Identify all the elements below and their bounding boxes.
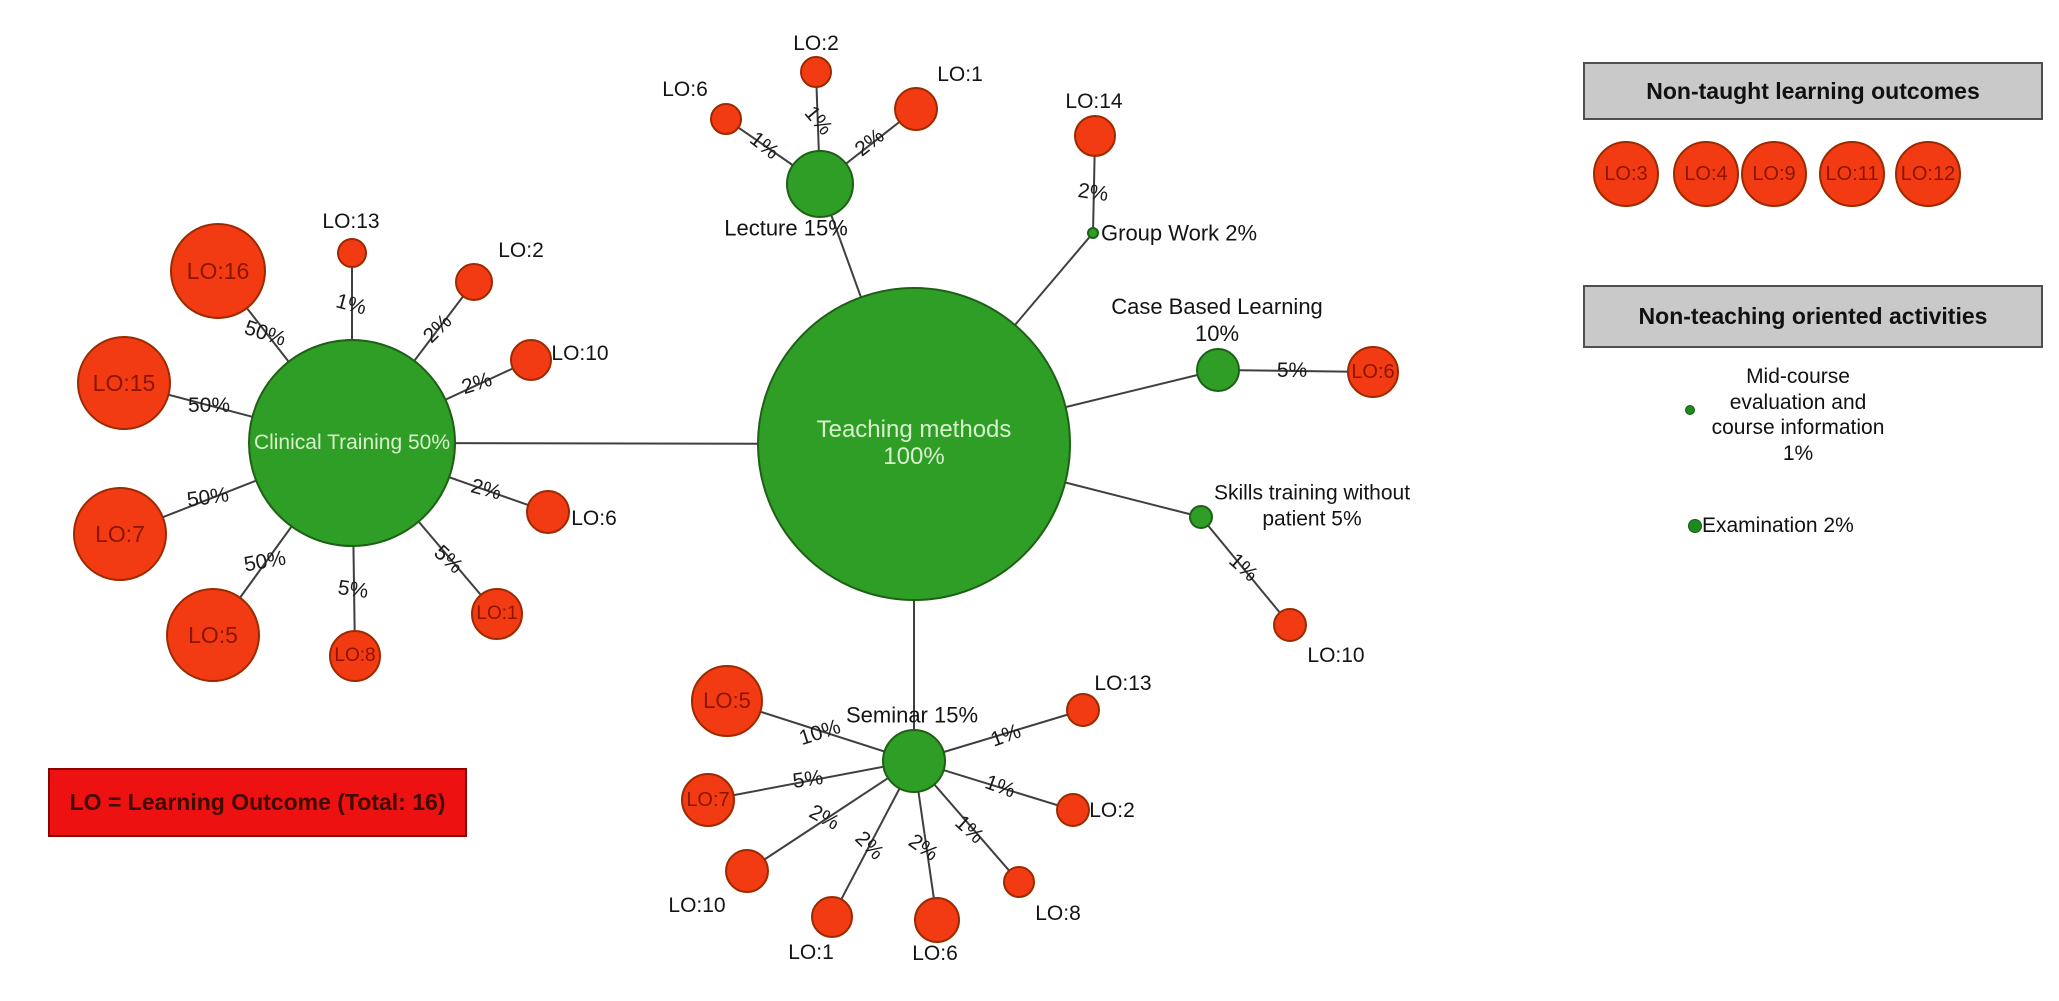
node-caption-s10: LO:10 (1307, 644, 1365, 668)
legend-label: LO = Learning Outcome (Total: 16) (69, 789, 446, 815)
node-caption-se13: LO:13 (1094, 672, 1152, 696)
method-node-groupwork (1087, 227, 1099, 239)
outcome-node-se1 (811, 896, 853, 938)
node-caption-l1: LO:1 (937, 63, 983, 87)
edge-label-clinical-c15: 50% (187, 394, 231, 417)
node-caption-l6: LO:6 (662, 78, 708, 102)
non-taught-outcome-label: LO:3 (1604, 162, 1648, 185)
outcome-node-c6 (526, 490, 570, 534)
non-taught-outcome-lo-11: LO:11 (1819, 141, 1885, 207)
outcome-node-se7: LO:7 (681, 773, 735, 827)
node-caption-c6: LO:6 (571, 507, 617, 531)
node-caption-se10: LO:10 (668, 894, 726, 918)
non-taught-outcome-label: LO:11 (1825, 162, 1879, 185)
non-taught-outcome-lo-9: LO:9 (1741, 141, 1807, 207)
method-node-seminar (882, 729, 946, 793)
node-caption-se6: LO:6 (912, 942, 958, 966)
edge-label-seminar-se7: 5% (791, 766, 825, 794)
outcome-node-c7: LO:7 (73, 487, 167, 581)
edge-seminar-se10 (746, 760, 915, 872)
non-taught-outcome-lo-4: LO:4 (1673, 141, 1739, 207)
outcome-node-s10 (1273, 608, 1307, 642)
non-teaching-panel-header: Non-teaching oriented activities (1583, 285, 2043, 348)
outcome-node-se5: LO:5 (691, 665, 763, 737)
activity-dot-examination (1688, 519, 1702, 533)
outcome-node-se13 (1066, 693, 1100, 727)
outcome-node-c1: LO:1 (471, 588, 523, 640)
node-label-c8: LO:8 (334, 645, 376, 666)
node-caption-c10: LO:10 (551, 342, 609, 366)
outcome-node-se2 (1056, 793, 1090, 827)
node-label-clinical: Clinical Training 50% (253, 431, 451, 455)
non-taught-outcome-lo-3: LO:3 (1593, 141, 1659, 207)
outcome-node-cb6: LO:6 (1347, 346, 1399, 398)
node-caption-cbl: Case Based Learning 10% (1111, 294, 1323, 346)
method-node-skills (1189, 505, 1213, 529)
edge-label-clinical-c8: 5% (336, 576, 370, 604)
outcome-node-g14 (1074, 115, 1116, 157)
node-label-teaching: Teaching methods 100% (816, 416, 1012, 470)
node-label-c16: LO:16 (186, 257, 250, 284)
outcome-node-c10 (510, 339, 552, 381)
edge-skills-s10 (1200, 516, 1291, 626)
non-taught-outcome-lo-12: LO:12 (1895, 141, 1961, 207)
non-taught-outcome-label: LO:9 (1752, 162, 1796, 185)
activity-dot-midcourse-evaluation (1685, 405, 1695, 415)
node-label-c7: LO:7 (95, 520, 145, 547)
outcome-node-c2 (455, 263, 493, 301)
node-label-cb6: LO:6 (1351, 360, 1395, 383)
outcome-node-l2 (800, 56, 832, 88)
node-label-se5: LO:5 (703, 688, 751, 713)
method-node-teaching: Teaching methods 100% (757, 287, 1071, 601)
edge-label-cbl-cb6: 5% (1276, 359, 1308, 382)
node-caption-g14: LO:14 (1065, 90, 1123, 114)
legend-box: LO = Learning Outcome (Total: 16) (48, 768, 467, 837)
node-caption-c13: LO:13 (322, 210, 380, 234)
node-caption-lecture: Lecture 15% (724, 215, 848, 241)
node-caption-groupwork: Group Work 2% (1101, 220, 1258, 246)
node-caption-skills: Skills training without patient 5% (1213, 481, 1411, 530)
node-caption-c2: LO:2 (498, 239, 544, 263)
non-taught-panel-title: Non-taught learning outcomes (1646, 77, 1980, 104)
outcome-node-se8 (1003, 866, 1035, 898)
outcome-node-se6 (914, 897, 960, 943)
node-caption-se1: LO:1 (788, 941, 834, 965)
activity-label-examination: Examination 2% (1702, 514, 1854, 538)
node-caption-se2: LO:2 (1089, 799, 1135, 823)
node-label-c5: LO:5 (188, 621, 238, 648)
non-teaching-panel-title: Non-teaching oriented activities (1638, 303, 1988, 329)
node-caption-l2: LO:2 (793, 32, 839, 56)
edge-label-groupwork-g14: 2% (1076, 179, 1110, 207)
node-label-c15: LO:15 (92, 369, 156, 396)
outcome-node-c8: LO:8 (329, 630, 381, 682)
method-node-clinical: Clinical Training 50% (248, 339, 456, 547)
outcome-node-l6 (710, 103, 742, 135)
node-label-c1: LO:1 (476, 603, 518, 624)
node-label-se7: LO:7 (686, 788, 730, 811)
non-taught-outcome-label: LO:12 (1900, 162, 1956, 185)
non-taught-panel-header: Non-taught learning outcomes (1583, 62, 2043, 120)
outcome-node-l1 (894, 87, 938, 131)
outcome-node-c16: LO:16 (170, 223, 266, 319)
activity-label-midcourse-evaluation: Mid-course evaluation and course informati… (1711, 364, 1885, 465)
non-taught-outcome-label: LO:4 (1684, 162, 1728, 185)
outcome-node-se10 (725, 849, 769, 893)
method-node-lecture (786, 150, 854, 218)
node-caption-seminar: Seminar 15% (845, 702, 979, 728)
outcome-node-c5: LO:5 (166, 588, 260, 682)
method-node-cbl (1196, 348, 1240, 392)
outcome-node-c13 (337, 238, 367, 268)
node-caption-se8: LO:8 (1035, 902, 1081, 926)
outcome-node-c15: LO:15 (77, 336, 171, 430)
edge-seminar-se7 (707, 760, 915, 801)
